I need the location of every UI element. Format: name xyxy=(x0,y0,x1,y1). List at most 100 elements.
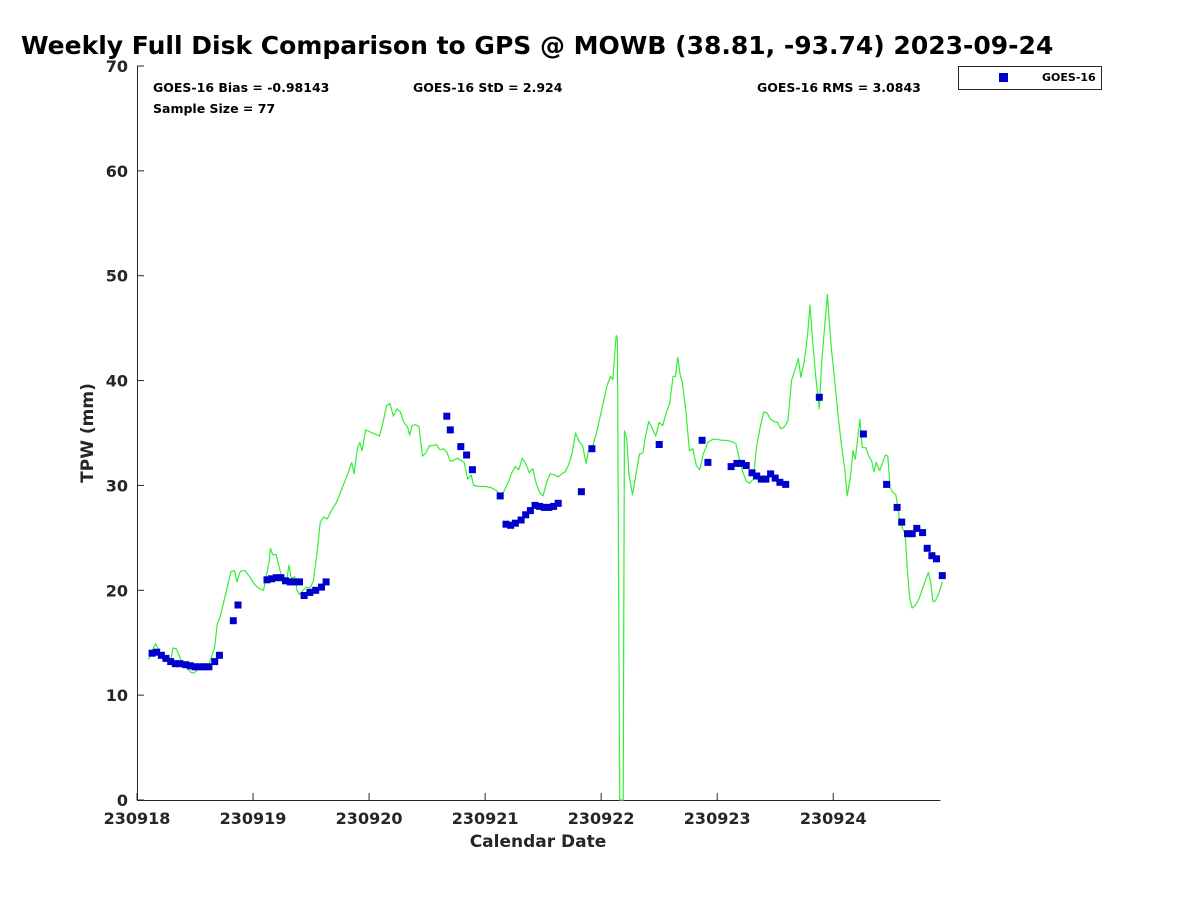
x-tick-label: 230919 xyxy=(220,809,287,828)
goes16-point xyxy=(171,660,179,668)
goes16-point xyxy=(511,519,519,527)
legend-marker-goes16 xyxy=(999,73,1008,82)
goes16-point xyxy=(496,492,504,500)
x-axis-label: Calendar Date xyxy=(470,832,607,852)
goes16-point xyxy=(550,502,558,510)
goes16-point xyxy=(157,651,165,659)
goes16-point xyxy=(502,520,510,528)
goes16-point xyxy=(554,499,562,507)
x-tick-label: 230922 xyxy=(568,809,635,828)
x-tick-label: 230921 xyxy=(452,809,519,828)
goes16-point xyxy=(883,480,891,488)
sample-size-stat: Sample Size = 77 xyxy=(153,101,275,116)
y-tick-label: 70 xyxy=(106,57,128,76)
goes16-point xyxy=(733,459,741,467)
y-axis-ticks: 0 10 20 30 40 50 60 70 xyxy=(106,57,144,810)
goes16-point xyxy=(727,463,735,471)
goes16-point xyxy=(913,524,921,532)
goes16-point xyxy=(229,617,237,625)
std-stat: GOES-16 StD = 2.924 xyxy=(413,80,563,95)
goes16-point xyxy=(522,511,530,519)
goes16-point xyxy=(162,654,170,662)
goes16-point xyxy=(443,412,451,420)
bias-stat: GOES-16 Bias = -0.98143 xyxy=(153,80,329,95)
goes16-point xyxy=(919,529,927,537)
goes16-point xyxy=(531,501,539,509)
goes16-point xyxy=(898,518,906,526)
goes16-point xyxy=(263,576,271,584)
goes16-point xyxy=(234,601,242,609)
legend-box xyxy=(958,66,1102,90)
y-tick-label: 0 xyxy=(117,791,128,810)
goes16-point xyxy=(215,651,223,659)
goes16-point xyxy=(312,586,320,594)
goes16-point xyxy=(446,426,454,434)
goes16-point xyxy=(148,649,156,657)
goes16-point xyxy=(776,478,784,486)
y-tick-label: 20 xyxy=(106,581,128,600)
goes16-point xyxy=(923,544,931,552)
y-tick-label: 30 xyxy=(106,476,128,495)
goes16-point xyxy=(908,530,916,538)
plot-area: 230918 230919 230920 230921 230922 230923 2309… xyxy=(104,57,946,828)
goes16-point xyxy=(536,502,544,510)
goes16-point xyxy=(933,555,940,563)
goes16-point xyxy=(762,475,770,483)
x-axis-ticks: 230918 230919 230920 230921 230922 230923 2309… xyxy=(104,793,867,828)
y-axis-label: TPW (mm) xyxy=(78,383,98,483)
x-tick-label: 230924 xyxy=(800,809,867,828)
goes16-point xyxy=(318,583,325,591)
goes16-point xyxy=(738,459,746,467)
goes16-point xyxy=(322,578,330,586)
goes16-point xyxy=(176,660,184,668)
rms-stat: GOES-16 RMS = 3.0843 xyxy=(757,80,921,95)
goes16-point xyxy=(753,472,761,480)
legend-label-goes16: GOES-16 xyxy=(1042,71,1096,84)
goes16-point xyxy=(893,503,901,511)
goes16-point xyxy=(268,575,276,583)
goes16-point xyxy=(507,521,515,529)
goes16-point xyxy=(300,592,308,599)
goes16-point xyxy=(291,578,299,586)
goes16-point xyxy=(704,458,712,466)
goes16-point xyxy=(196,663,204,671)
x-tick-label: 230920 xyxy=(336,809,403,828)
goes16-point xyxy=(205,663,213,671)
goes16-point xyxy=(191,663,199,671)
goes16-point xyxy=(153,648,161,656)
goes16-point xyxy=(296,578,303,586)
goes16-point xyxy=(782,480,790,488)
goes16-point xyxy=(286,578,294,586)
goes16-point xyxy=(655,441,663,448)
goes16-point xyxy=(928,552,936,560)
y-tick-label: 60 xyxy=(106,162,128,181)
goes16-point xyxy=(463,451,471,459)
goes16-point xyxy=(186,662,194,670)
goes16-point xyxy=(468,466,476,474)
chart-title: Weekly Full Disk Comparison to GPS @ MOW… xyxy=(21,31,1053,60)
goes16-point xyxy=(771,474,779,482)
goes16-point xyxy=(277,574,285,582)
goes16-point xyxy=(540,503,548,511)
goes16-point xyxy=(698,436,706,444)
goes16-point xyxy=(757,475,765,483)
legend: GOES-16 xyxy=(958,66,1102,90)
goes16-point xyxy=(588,445,596,453)
goes16-point xyxy=(577,488,585,496)
axes-frame xyxy=(137,66,941,801)
gps-line-group xyxy=(148,294,943,801)
goes16-point xyxy=(282,577,289,585)
y-tick-label: 50 xyxy=(106,267,128,286)
goes16-point xyxy=(767,470,775,478)
goes16-point xyxy=(211,658,219,666)
goes16-point xyxy=(200,663,208,671)
x-tick-label: 230918 xyxy=(104,809,171,828)
goes16-point xyxy=(517,516,525,524)
x-tick-label: 230923 xyxy=(684,809,751,828)
goes16-point xyxy=(938,572,946,580)
goes16-point xyxy=(859,430,867,438)
goes16-point xyxy=(167,658,175,666)
goes16-point xyxy=(904,530,911,538)
goes16-point xyxy=(545,503,553,511)
